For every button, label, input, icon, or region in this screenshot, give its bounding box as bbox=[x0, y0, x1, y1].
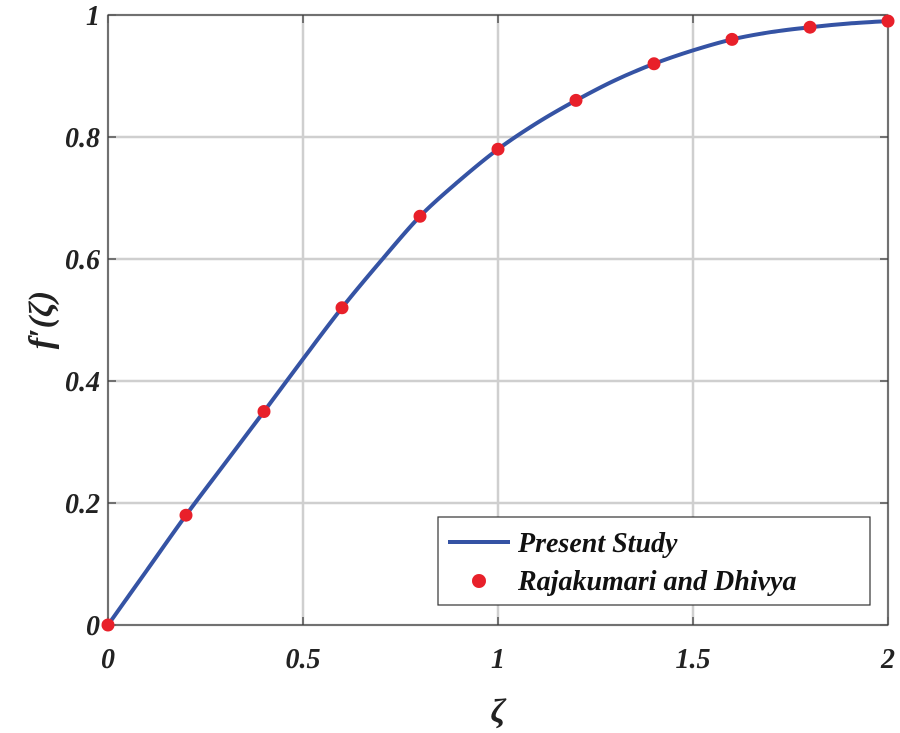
data-point-rajakumari-dhivya bbox=[413, 209, 427, 223]
legend-label-rajakumari-dhivya: Rajakumari and Dhivya bbox=[517, 566, 796, 597]
y-tick-label: 0 bbox=[86, 611, 100, 642]
x-tick-label: 0.5 bbox=[286, 644, 321, 675]
data-point-rajakumari-dhivya bbox=[569, 93, 583, 107]
data-point-rajakumari-dhivya bbox=[491, 142, 505, 156]
data-point-rajakumari-dhivya bbox=[101, 618, 115, 632]
data-point-rajakumari-dhivya bbox=[725, 32, 739, 46]
x-tick-label: 1 bbox=[491, 644, 505, 675]
data-point-rajakumari-dhivya bbox=[179, 508, 193, 522]
x-tick-label: 2 bbox=[880, 644, 895, 675]
legend-box bbox=[437, 516, 871, 606]
data-point-rajakumari-dhivya bbox=[647, 57, 661, 71]
y-tick-label: 0.2 bbox=[65, 489, 100, 520]
legend-marker-swatch bbox=[472, 574, 486, 588]
x-tick-label: 0 bbox=[101, 644, 115, 675]
series-line-present-study bbox=[106, 19, 889, 627]
legend: Present Study Rajakumari and Dhivya bbox=[437, 516, 871, 606]
x-tick-label: 1.5 bbox=[676, 644, 711, 675]
y-axis-label: f′(ζ) bbox=[23, 291, 60, 350]
y-tick-label: 0.8 bbox=[65, 123, 100, 154]
x-axis-label: ζ bbox=[491, 693, 507, 730]
legend-label-present-study: Present Study bbox=[517, 528, 678, 559]
series-layer bbox=[101, 14, 895, 632]
y-tick-label: 0.6 bbox=[65, 245, 100, 276]
data-point-rajakumari-dhivya bbox=[335, 301, 349, 315]
data-point-rajakumari-dhivya bbox=[803, 20, 817, 34]
y-axis-ticks: 0 0.2 0.4 0.6 0.8 1 bbox=[65, 1, 888, 642]
y-tick-label: 1 bbox=[86, 1, 100, 32]
data-point-rajakumari-dhivya bbox=[257, 405, 271, 418]
y-tick-label: 0.4 bbox=[65, 367, 100, 398]
data-point-rajakumari-dhivya bbox=[881, 14, 895, 28]
